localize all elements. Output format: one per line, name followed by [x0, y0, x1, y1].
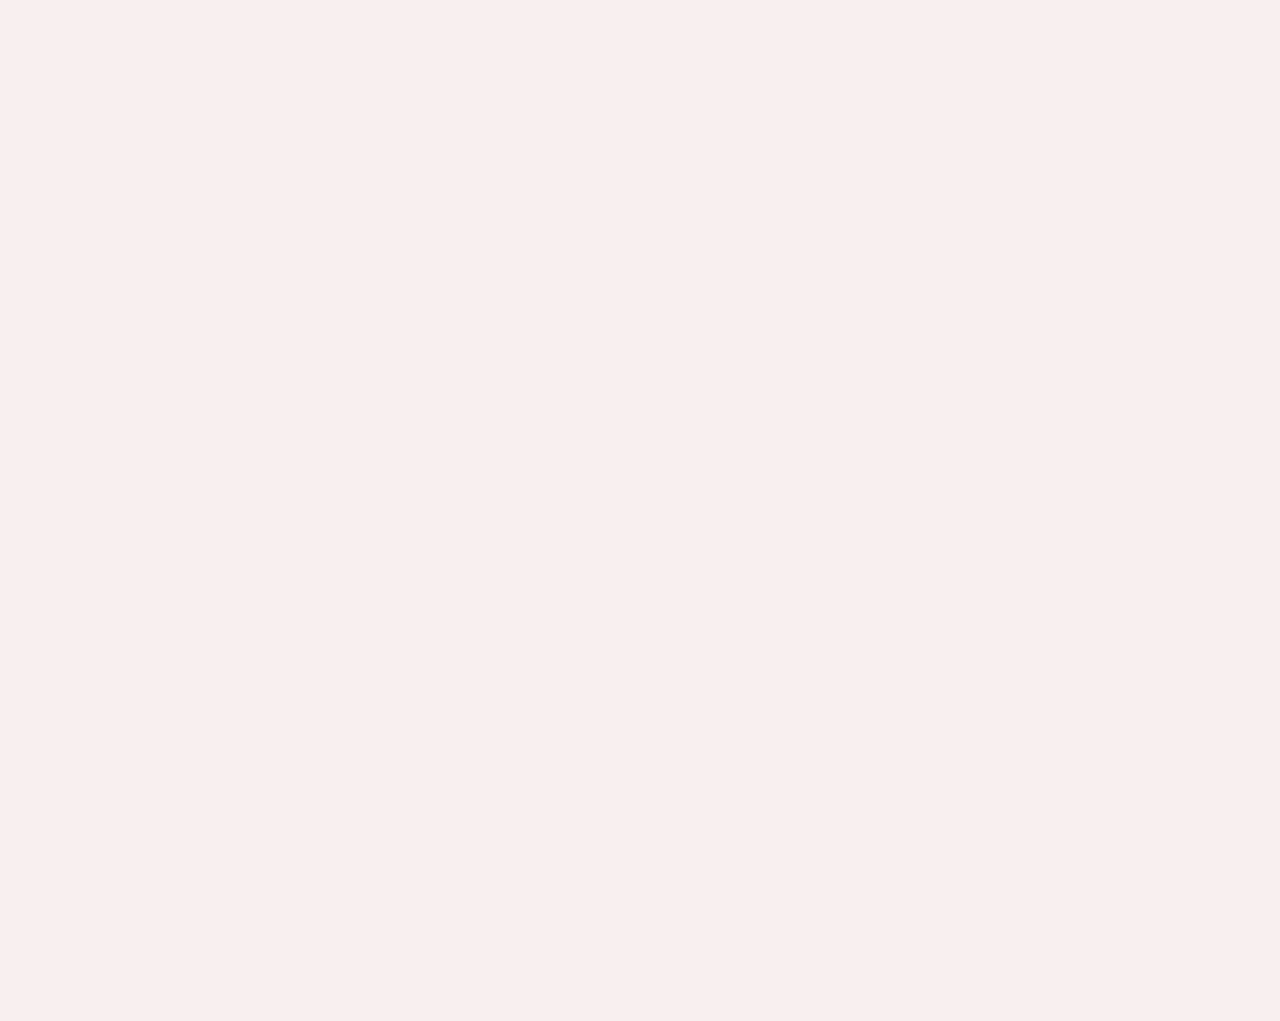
- stock-market-treemap: [0, 0, 1280, 1021]
